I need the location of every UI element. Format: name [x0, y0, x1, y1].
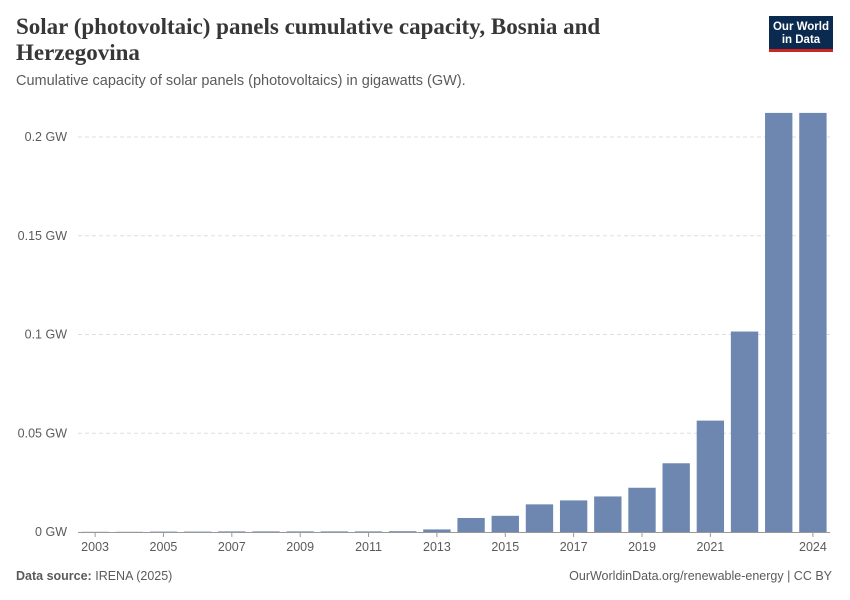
y-tick-label: 0 GW: [35, 525, 67, 539]
owid-logo[interactable]: Our World in Data: [769, 16, 833, 52]
bars: [81, 112, 827, 533]
bar-2015[interactable]: [491, 515, 519, 532]
x-tick-label: 2015: [491, 540, 519, 554]
chart-title: Solar (photovoltaic) panels cumulative c…: [16, 14, 601, 65]
y-tick-label: 0.15 GW: [18, 229, 68, 243]
bar-2024[interactable]: [799, 112, 827, 532]
y-tick-label: 0.1 GW: [25, 328, 68, 342]
x-axis-tick-labels: 2003 2005 2007 2009 2011 2013 2015 2017 2019 2021…: [81, 540, 827, 554]
x-tick-label: 2013: [423, 540, 451, 554]
x-axis: [78, 532, 830, 537]
bar-2011[interactable]: [354, 531, 383, 533]
bar-2012[interactable]: [389, 531, 417, 532]
x-tick-label: 2011: [355, 540, 382, 554]
bar-2018[interactable]: [594, 496, 622, 532]
logo-line-2: in Data: [781, 33, 821, 46]
gridlines: [78, 136, 830, 434]
bar-2008[interactable]: [252, 531, 280, 533]
bar-2013[interactable]: [423, 529, 451, 532]
source-label: Data source:: [16, 569, 92, 583]
bar-2023[interactable]: [765, 112, 793, 532]
chart-subtitle: Cumulative capacity of solar panels (pho…: [16, 73, 466, 89]
x-tick-label: 2007: [218, 540, 246, 554]
bar-2020[interactable]: [662, 463, 690, 532]
x-tick-label: 2005: [150, 540, 178, 554]
bar-2007[interactable]: [218, 531, 246, 533]
bar-2017[interactable]: [559, 500, 588, 532]
x-tick-label: 2017: [560, 540, 588, 554]
x-tick-label: 2003: [81, 540, 109, 554]
bar-2019[interactable]: [628, 487, 656, 532]
bar-2021[interactable]: [696, 420, 725, 532]
y-tick-label: 0.2 GW: [25, 130, 68, 144]
footer-source: Data source: IRENA (2025): [16, 569, 172, 583]
bar-2005[interactable]: [149, 531, 178, 533]
bar-2009[interactable]: [286, 531, 314, 533]
logo-line-1: Our World: [772, 20, 829, 33]
bar-2022[interactable]: [730, 331, 759, 532]
footer-link[interactable]: OurWorldinData.org/renewable-energy | CC…: [569, 569, 832, 583]
y-axis-tick-labels: 0 GW 0.05 GW 0.1 GW 0.15 GW 0.2 GW: [18, 130, 68, 539]
bar-2016[interactable]: [525, 504, 554, 532]
bar-2010[interactable]: [320, 531, 349, 533]
x-tick-label: 2019: [628, 540, 656, 554]
x-tick-label: 2021: [696, 540, 724, 554]
bar-2006[interactable]: [183, 531, 212, 533]
source-value[interactable]: IRENA (2025): [95, 569, 173, 583]
x-tick-label: 2024: [799, 540, 827, 554]
x-tick-label: 2009: [286, 540, 314, 554]
y-tick-label: 0.05 GW: [18, 426, 68, 440]
bar-2014[interactable]: [457, 517, 485, 532]
